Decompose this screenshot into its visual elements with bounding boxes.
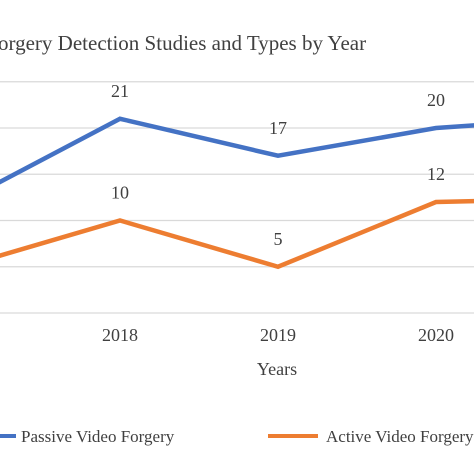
data-label: 12 <box>427 164 445 184</box>
x-axis-title: Years <box>257 359 297 379</box>
gridlines <box>0 81 474 314</box>
legend-label-passive: Passive Video Forgery <box>21 427 175 446</box>
legend-label-active: Active Video Forgery <box>326 427 474 446</box>
data-label: 21 <box>111 81 129 101</box>
series-line-active <box>0 198 474 270</box>
x-tick-label: 2018 <box>102 325 138 345</box>
legend: Passive Video Forgery Active Video Forge… <box>0 427 474 446</box>
data-label: 5 <box>274 229 283 249</box>
series-lines <box>0 116 474 270</box>
x-axis-ticks: 2018 2019 2020 <box>102 325 454 345</box>
series-line-passive <box>0 116 474 185</box>
x-tick-label: 2019 <box>260 325 296 345</box>
data-label: 20 <box>427 90 445 110</box>
data-label: 10 <box>111 183 129 203</box>
x-tick-label: 2020 <box>418 325 454 345</box>
data-label: 17 <box>269 118 287 138</box>
data-labels: 21 17 20 10 5 12 <box>111 81 445 249</box>
chart-title: orgery Detection Studies and Types by Ye… <box>0 31 366 55</box>
